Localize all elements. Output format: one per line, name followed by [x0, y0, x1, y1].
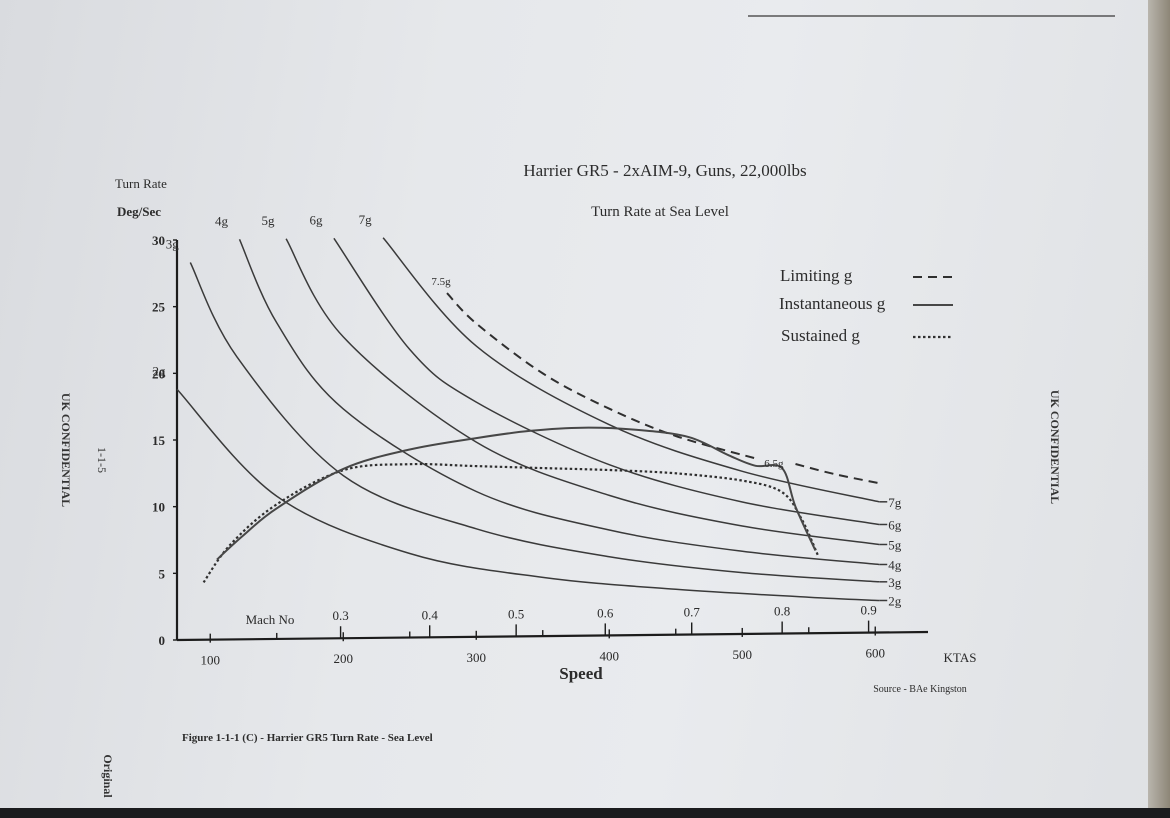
source-note: Source - BAe Kingston — [873, 684, 967, 695]
mach-tick-label: 0.5 — [508, 606, 524, 621]
g-line-6g — [333, 237, 880, 526]
y-tick-label: 25 — [152, 300, 166, 315]
y-tick-label: 0 — [159, 633, 166, 648]
x-axis-unit: KTAS — [944, 650, 977, 665]
g-line-end-label: 5g — [888, 537, 902, 552]
mach-tick-label: 0.9 — [860, 603, 876, 618]
mach-axis-label: Mach No — [246, 612, 295, 627]
g-line-end-label: 7g — [888, 495, 902, 510]
x-axis-label: Speed — [559, 664, 603, 683]
x-tick-label: 600 — [866, 646, 886, 661]
y-tick-label: 30 — [152, 233, 165, 248]
mach-tick-label: 0.4 — [422, 607, 439, 622]
y-ticks: 0 5 10 15 20 25 30 — [152, 233, 177, 648]
g-line-start-label: 2g — [153, 363, 167, 378]
instantaneous-g-curve — [216, 426, 817, 561]
y-axis-label: Turn Rate — [115, 176, 167, 191]
original-marking: Original — [101, 754, 115, 798]
y-tick-label: 20 — [152, 366, 165, 381]
x-tick-label: 400 — [600, 648, 620, 663]
mach-tick-label: 0.6 — [597, 605, 614, 620]
y-tick-label: 5 — [159, 566, 166, 581]
y-tick-label: 15 — [152, 433, 166, 448]
bottom-edge — [0, 808, 1170, 818]
y-axis-unit: Deg/Sec — [117, 204, 161, 219]
x-tick-label: 500 — [733, 647, 753, 662]
x-tick-label: 100 — [201, 653, 221, 668]
legend-sustained-label: Sustained g — [781, 326, 860, 345]
mach-tick-label: 0.3 — [332, 608, 348, 623]
page-edge — [1148, 0, 1170, 818]
legend-limiting-label: Limiting g — [780, 266, 853, 285]
g-labels: 2g 2g 3g 3g 4g 4g 5g 5g 6g 6g 7g 7g 7.5g 6.5g — [153, 212, 902, 609]
limiting-g-label: 7.5g — [431, 276, 451, 288]
x-tick-label: 200 — [334, 651, 354, 666]
series-group — [176, 237, 880, 602]
x-tick-label: 300 — [467, 650, 487, 665]
x-axis — [176, 630, 929, 642]
chart-subtitle: Turn Rate at Sea Level — [591, 204, 729, 220]
y-tick-label: 10 — [152, 500, 165, 515]
g-line-end-label: 3g — [888, 575, 902, 590]
confidential-left: UK CONFIDENTIAL — [59, 393, 73, 507]
g-line-start-label: 3g — [166, 237, 180, 252]
mach-ticks: 0.3 0.4 0.5 0.6 0.7 0.8 0.9 — [332, 603, 877, 639]
x-ticks: 100 200 300 400 500 600 — [201, 626, 886, 668]
g-line-end-label: 4g — [888, 557, 902, 572]
legend-instantaneous-label: Instantaneous g — [779, 294, 886, 313]
mach-tick-label: 0.7 — [684, 604, 701, 619]
g-line-start-label: 7g — [359, 212, 373, 227]
g-line-2g — [176, 388, 880, 602]
mach-tick-label: 0.8 — [774, 604, 790, 619]
confidential-right: UK CONFIDENTIAL — [1048, 390, 1062, 504]
limiting-g-label: 6.5g — [764, 458, 784, 470]
chart-title: Harrier GR5 - 2xAIM-9, Guns, 22,000lbs — [523, 161, 806, 180]
g-line-start-label: 6g — [309, 212, 323, 227]
g-line-7g — [382, 237, 880, 503]
limiting-g-6.5g — [795, 463, 880, 485]
g-line-end-label: 2g — [888, 593, 902, 608]
g-line-3g — [189, 262, 880, 583]
g-line-5g — [285, 238, 880, 546]
page-reference: 1-1-5 — [95, 447, 109, 473]
legend: Limiting g Instantaneous g Sustained g — [779, 266, 953, 345]
g-line-end-label: 6g — [888, 517, 902, 532]
g-line-start-label: 4g — [215, 213, 229, 228]
g-line-4g — [238, 238, 880, 566]
limiting-g-7.5g — [446, 292, 759, 461]
g-line-start-label: 5g — [262, 213, 276, 228]
figure-caption: Figure 1-1-1 (C) - Harrier GR5 Turn Rate… — [182, 732, 433, 744]
